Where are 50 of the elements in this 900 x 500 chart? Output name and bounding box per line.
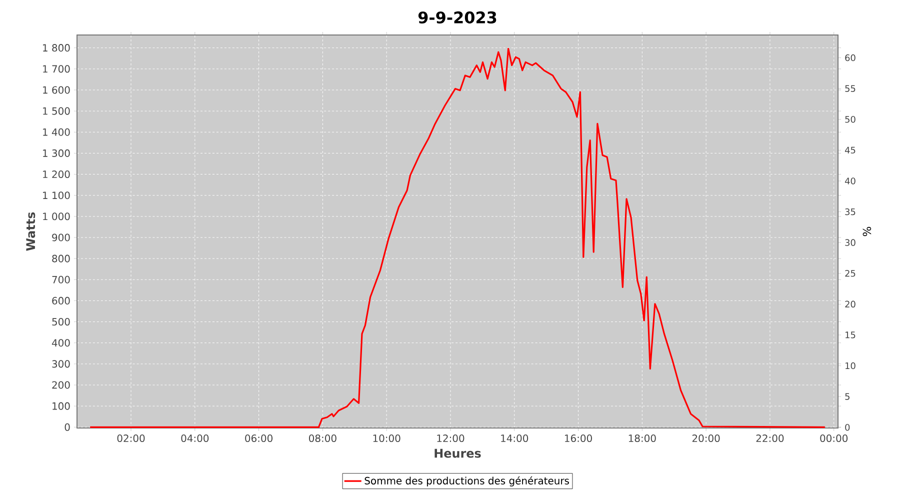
y-tick-label: 1 800 — [43, 44, 70, 52]
x-tick-label: 20:00 — [692, 434, 720, 442]
y-tick-label: 1 000 — [43, 212, 70, 220]
y-tick-label: 200 — [52, 381, 70, 389]
y-tick-label: 500 — [52, 318, 70, 326]
chart-title: 9-9-2023 — [418, 11, 496, 24]
y-tick-label: 1 200 — [43, 170, 70, 178]
y2-tick-label: 0 — [845, 424, 850, 431]
y2-tick-label: 10 — [846, 362, 856, 370]
y-tick-label: 1 400 — [43, 128, 70, 136]
y2-tick-label: 35 — [845, 208, 856, 216]
y-tick-label: 1 600 — [43, 86, 70, 94]
y2-tick-label: 55 — [845, 85, 856, 92]
x-tick-label: 16:00 — [565, 434, 592, 442]
y-tick-label: 300 — [52, 360, 70, 368]
x-tick-label: 00:00 — [820, 434, 848, 442]
x-tick-label: 02:00 — [117, 434, 145, 442]
y-tick-label: 600 — [52, 296, 70, 304]
y2-tick-label: 40 — [844, 178, 856, 184]
line-series — [89, 48, 826, 428]
y-tick-label: 1 300 — [43, 149, 70, 157]
y-tick-label: 1 700 — [43, 65, 70, 73]
y2-axis-title: % — [862, 226, 872, 236]
x-tick-label: 18:00 — [628, 434, 656, 442]
y2-tick-label: 30 — [845, 239, 856, 246]
x-tick-label: 06:00 — [245, 434, 272, 442]
y2-tick-label: 25 — [845, 270, 856, 277]
y-tick-label: 700 — [52, 276, 70, 284]
x-tick-label: 22:00 — [756, 434, 784, 442]
x-tick-label: 12:00 — [437, 434, 464, 442]
x-tick-label: 14:00 — [501, 434, 528, 442]
y-tick-label: 1 100 — [43, 192, 70, 200]
y2-tick-label: 20 — [845, 300, 856, 308]
y-tick-label: 800 — [52, 254, 70, 262]
y-axis-title: Watts — [26, 212, 36, 251]
y-tick-label: 1 500 — [43, 107, 70, 115]
x-tick-label: 08:00 — [308, 434, 336, 442]
y2-tick-label: 45 — [844, 146, 856, 154]
y-tick-label: 0 — [64, 423, 70, 431]
x-tick-label: 04:00 — [181, 434, 209, 442]
y2-tick-label: 50 — [845, 116, 856, 123]
y-tick-label: 900 — [52, 234, 70, 242]
y2-tick-label: 15 — [846, 332, 856, 338]
x-tick-label: 10:00 — [373, 434, 400, 442]
x-axis-title: Heures — [434, 448, 481, 458]
y2-tick-label: 60 — [845, 54, 856, 62]
y-tick-label: 100 — [52, 402, 70, 410]
legend-label: Somme des productions des générateurs — [364, 476, 569, 486]
y-tick-label: 400 — [52, 339, 70, 347]
y2-tick-label: 5 — [845, 393, 850, 400]
